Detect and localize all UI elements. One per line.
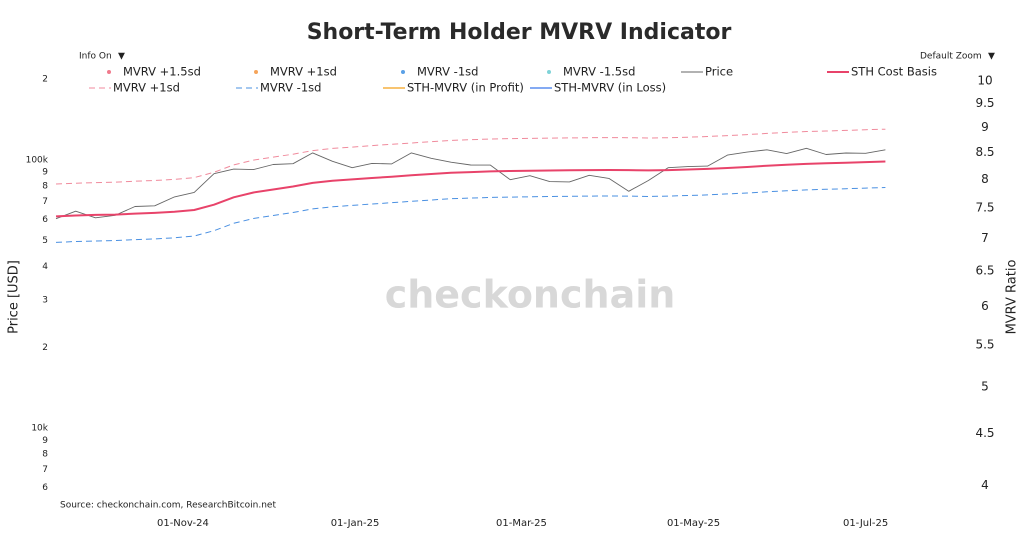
series-line	[55, 128, 886, 185]
source-note: Source: checkonchain.com, ResearchBitcoi…	[60, 501, 276, 511]
legend-label: Price	[705, 65, 733, 79]
legend-label: MVRV -1sd	[417, 65, 478, 79]
legend-symbol	[401, 70, 405, 74]
y2-tick-label: 9	[981, 120, 989, 134]
legend-symbol	[107, 70, 111, 74]
y-tick-label: 6	[42, 215, 48, 225]
legend-label: MVRV +1sd	[113, 81, 180, 95]
y2-tick-label: 8.5	[975, 145, 994, 159]
y2-tick-label: 7	[981, 231, 989, 245]
y-axis-label: Price [USD]	[7, 260, 22, 334]
y-tick-label: 3	[42, 296, 48, 306]
watermark: checkonchain	[385, 273, 676, 317]
x-tick-label: 01-Nov-24	[157, 518, 209, 529]
y-tick-label: 7	[42, 465, 48, 475]
y-tick-label: 2	[42, 74, 48, 84]
series-line	[55, 147, 886, 220]
legend-label: STH-MVRV (in Profit)	[407, 81, 524, 95]
info-label[interactable]: Info On	[79, 52, 112, 62]
y-tick-label: 9	[42, 168, 48, 178]
y-tick-label: 4	[42, 262, 48, 272]
y-tick-label: 10k	[31, 424, 48, 434]
x-tick-label: 01-Jul-25	[843, 518, 888, 529]
info-button[interactable]: Info On ▼	[79, 52, 125, 62]
legend-label: MVRV -1.5sd	[563, 65, 635, 79]
y2-tick-label: 10	[977, 73, 992, 87]
y-tick-label: 2	[42, 343, 48, 353]
legend-symbol	[254, 70, 258, 74]
y2-tick-label: 6.5	[975, 264, 994, 278]
legend-symbol	[547, 70, 551, 74]
zoom-label[interactable]: Default Zoom	[920, 52, 982, 62]
y2-tick-label: 5.5	[975, 337, 994, 351]
y2-tick-label: 9.5	[975, 96, 994, 110]
x-tick-label: 01-May-25	[667, 518, 720, 529]
dropdown-icon[interactable]: ▼	[118, 52, 125, 62]
zoom-button[interactable]: Default Zoom ▼	[920, 52, 995, 62]
y2-tick-label: 4	[981, 478, 989, 492]
y-tick-label: 100k	[26, 155, 49, 165]
y-tick-label: 7	[42, 197, 48, 207]
series-line	[55, 160, 886, 218]
series-line	[55, 187, 886, 243]
chart-title: Short-Term Holder MVRV Indicator	[307, 20, 732, 45]
x-tick-label: 01-Mar-25	[496, 518, 547, 529]
legend-label: MVRV +1sd	[270, 65, 337, 79]
y2-tick-label: 6	[981, 299, 989, 313]
legend-label: MVRV +1.5sd	[123, 65, 201, 79]
legend-label: STH-MVRV (in Loss)	[554, 81, 666, 95]
y-tick-label: 8	[42, 181, 48, 191]
y-tick-label: 9	[42, 436, 48, 446]
y2-tick-label: 4.5	[975, 426, 994, 440]
y2-tick-label: 8	[981, 172, 989, 186]
legend-label: STH Cost Basis	[851, 65, 937, 79]
y-tick-label: 8	[42, 450, 48, 460]
y2-tick-label: 5	[981, 379, 989, 393]
y-tick-label: 5	[42, 236, 48, 246]
legend-label: MVRV -1sd	[260, 81, 321, 95]
dropdown-icon[interactable]: ▼	[988, 52, 995, 62]
y-tick-label: 6	[42, 483, 48, 493]
y2-axis-label: MVRV Ratio	[1005, 260, 1020, 335]
x-tick-label: 01-Jan-25	[331, 518, 380, 529]
y2-tick-label: 7.5	[975, 200, 994, 214]
